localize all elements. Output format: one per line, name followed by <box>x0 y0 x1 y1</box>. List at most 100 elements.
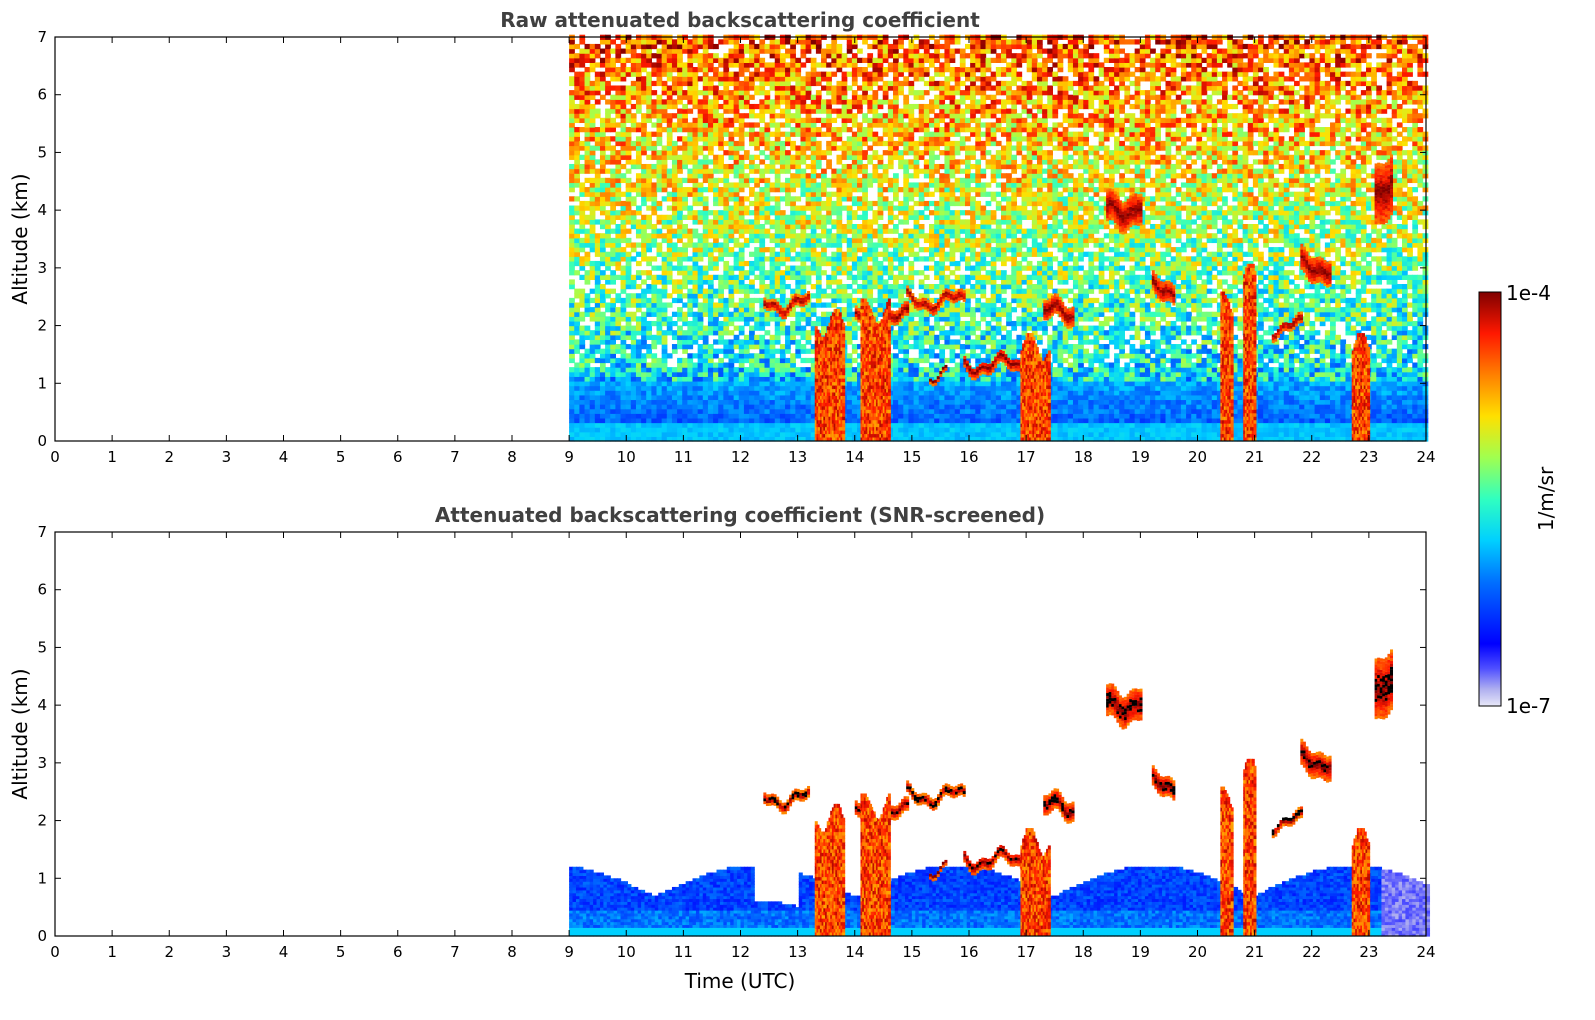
backscatter-cell <box>738 404 745 410</box>
backscatter-cell <box>867 274 874 280</box>
backscatter-cell <box>800 136 807 142</box>
backscatter-cell <box>605 353 611 359</box>
backscatter-cell <box>851 117 858 124</box>
backscatter-cell <box>641 380 647 387</box>
backscatter-cell <box>713 265 719 271</box>
backscatter-cell <box>738 408 745 414</box>
backscatter-cell <box>574 380 581 387</box>
backscatter-cell <box>887 80 894 87</box>
backscatter-cell <box>795 150 802 156</box>
backscatter-cell <box>687 311 694 317</box>
backscatter-cell <box>857 408 863 414</box>
backscatter-cell <box>785 408 791 414</box>
backscatter-cell <box>805 413 812 419</box>
backscatter-cell <box>610 339 616 345</box>
backscatter-cell <box>903 99 910 105</box>
backscatter-cell <box>779 390 786 396</box>
backscatter-cell <box>733 39 740 45</box>
backscatter-cell <box>677 380 683 387</box>
backscatter-cell <box>718 279 724 285</box>
backscatter-cell <box>677 270 683 276</box>
backscatter-cell <box>913 159 920 165</box>
backscatter-cell <box>846 367 853 373</box>
backscatter-cell <box>764 270 771 276</box>
backscatter-cell <box>826 214 832 220</box>
backscatter-cell <box>913 270 920 276</box>
backscatter-cell <box>646 145 652 151</box>
backscatter-cell <box>851 113 858 119</box>
backscatter-cell <box>635 353 642 359</box>
backscatter-cell <box>579 94 586 100</box>
backscatter-cell <box>579 330 586 336</box>
backscatter-cell <box>646 85 652 91</box>
backscatter-cell <box>666 85 673 91</box>
backscatter-cell <box>599 251 606 257</box>
backscatter-cell <box>677 177 683 184</box>
backscatter-cell <box>697 334 704 341</box>
backscatter-cell <box>687 205 694 211</box>
backscatter-cell <box>779 145 786 151</box>
backscatter-cell <box>810 399 817 405</box>
backscatter-cell <box>651 399 658 405</box>
backscatter-cell <box>913 394 920 401</box>
backscatter-cell <box>831 260 838 267</box>
backscatter-cell <box>903 108 910 114</box>
backscatter-cell <box>815 187 822 193</box>
backscatter-cell <box>913 200 920 207</box>
backscatter-cell <box>692 297 699 304</box>
backscatter-cell <box>671 394 678 401</box>
backscatter-cell <box>877 237 884 244</box>
backscatter-cell <box>615 380 622 387</box>
backscatter-cell <box>795 320 802 327</box>
backscatter-cell <box>661 320 668 327</box>
backscatter-cell <box>661 417 668 424</box>
backscatter-cell <box>682 113 688 119</box>
backscatter-cell <box>615 385 622 391</box>
backscatter-cell <box>579 413 586 419</box>
backscatter-cell <box>913 117 920 124</box>
backscatter-cell <box>862 237 868 244</box>
backscatter-cell <box>605 330 611 336</box>
backscatter-cell <box>738 394 745 401</box>
backscatter-cell <box>661 159 668 165</box>
backscatter-cell <box>635 140 642 147</box>
backscatter-cell <box>635 85 642 91</box>
backscatter-cell <box>826 131 832 137</box>
backscatter-cell <box>594 385 601 391</box>
backscatter-cell <box>641 237 647 244</box>
backscatter-cell <box>821 260 827 267</box>
backscatter-cell <box>779 427 786 433</box>
backscatter-cell <box>723 168 730 174</box>
backscatter-cell <box>898 408 904 414</box>
backscatter-cell <box>620 311 627 317</box>
backscatter-cell <box>733 413 740 419</box>
backscatter-cell <box>743 293 750 299</box>
backscatter-cell <box>831 177 838 184</box>
backscatter-cell <box>903 394 910 401</box>
backscatter-cell <box>702 348 709 354</box>
backscatter-cell <box>599 436 606 442</box>
backscatter-cell <box>805 103 812 110</box>
backscatter-cell <box>764 80 771 87</box>
backscatter-cell <box>749 353 755 359</box>
backscatter-cell <box>589 182 596 188</box>
backscatter-cell <box>831 297 838 304</box>
backscatter-cell <box>671 288 678 294</box>
backscatter-cell <box>599 223 606 230</box>
backscatter-cell <box>635 39 642 45</box>
backscatter-cell <box>620 145 627 151</box>
backscatter-cell <box>620 140 627 147</box>
backscatter-cell <box>635 394 642 401</box>
backscatter-cell <box>882 117 889 124</box>
backscatter-cell <box>713 422 719 428</box>
backscatter-cell <box>774 404 781 410</box>
backscatter-cell <box>594 145 601 151</box>
backscatter-cell <box>713 223 719 230</box>
backscatter-cell <box>687 274 694 280</box>
backscatter-cell <box>584 431 591 437</box>
backscatter-cell <box>903 62 910 68</box>
backscatter-cell <box>749 270 755 276</box>
backscatter-cell <box>779 297 786 304</box>
backscatter-cell <box>615 140 622 147</box>
backscatter-cell <box>805 390 812 396</box>
